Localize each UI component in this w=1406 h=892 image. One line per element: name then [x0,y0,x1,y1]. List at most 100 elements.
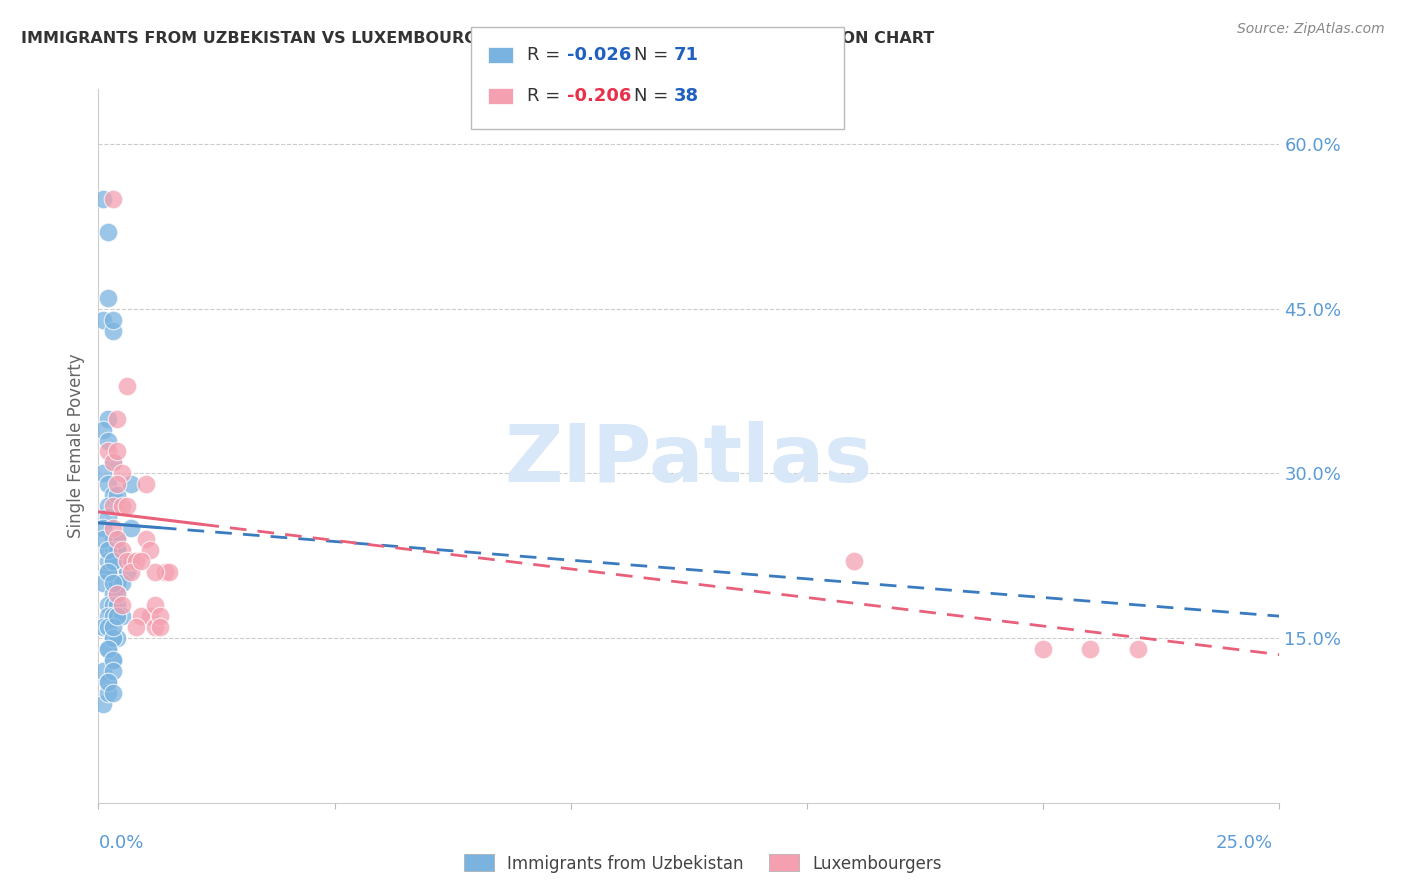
Point [91,192,114,206]
Point [115,566,138,580]
Point [91,521,114,535]
Point [111,467,134,481]
Point [97,675,120,690]
Point [97,620,120,634]
Point [101,664,124,678]
Point [97,291,120,305]
Point [101,686,124,700]
Point [143,566,166,580]
Point [121,521,143,535]
Text: -0.026: -0.026 [567,46,631,64]
Point [105,576,128,591]
Point [105,609,128,624]
Point [97,477,120,491]
Point [121,566,143,580]
Point [111,598,134,612]
Point [97,444,120,458]
Point [105,411,128,425]
Point [105,543,128,558]
Text: IMMIGRANTS FROM UZBEKISTAN VS LUXEMBOURGER SINGLE FEMALE POVERTY CORRELATION CHA: IMMIGRANTS FROM UZBEKISTAN VS LUXEMBOURG… [21,31,935,46]
Point [105,576,128,591]
Point [111,576,134,591]
Point [91,664,114,678]
Point [1080,642,1102,657]
Point [105,587,128,601]
Point [143,620,166,634]
Legend: Immigrants from Uzbekistan, Luxembourgers: Immigrants from Uzbekistan, Luxembourger… [457,847,949,880]
Point [91,697,114,711]
Point [97,500,120,514]
Point [97,642,120,657]
Point [91,467,114,481]
Point [1032,642,1054,657]
Point [105,598,128,612]
Point [125,620,148,634]
Point [101,566,124,580]
Point [157,566,180,580]
Point [101,533,124,547]
Text: Source: ZipAtlas.com: Source: ZipAtlas.com [1237,22,1385,37]
Point [153,566,176,580]
Point [97,411,120,425]
Text: 71: 71 [673,46,699,64]
Point [101,620,124,634]
Point [97,675,120,690]
Point [115,378,138,392]
Point [129,554,152,568]
Point [105,609,128,624]
Text: 25.0%: 25.0% [1215,834,1272,852]
Point [101,455,124,469]
Point [125,554,148,568]
Text: N =: N = [634,87,673,105]
Point [101,324,124,338]
Point [111,554,134,568]
Point [91,312,114,326]
Point [97,554,120,568]
Point [97,543,120,558]
Point [111,500,134,514]
Point [139,609,162,624]
Point [97,566,120,580]
Point [97,510,120,524]
Point [101,598,124,612]
Point [101,653,124,667]
Point [101,543,124,558]
Point [97,609,120,624]
Point [121,554,143,568]
Point [121,477,143,491]
Point [101,631,124,645]
Point [149,620,172,634]
Point [111,543,134,558]
Point [91,533,114,547]
Point [91,576,114,591]
Point [105,543,128,558]
Point [1126,642,1149,657]
Point [105,477,128,491]
Point [91,620,114,634]
Point [115,554,138,568]
Point [135,533,157,547]
Point [97,566,120,580]
Point [105,533,128,547]
Point [101,455,124,469]
Point [101,653,124,667]
Point [101,609,124,624]
Point [129,609,152,624]
Point [101,500,124,514]
Point [101,554,124,568]
Point [111,554,134,568]
Text: R =: R = [527,87,567,105]
Point [149,609,172,624]
Point [101,576,124,591]
Point [111,609,134,624]
Text: R =: R = [527,46,567,64]
Point [143,598,166,612]
Point [97,686,120,700]
Point [105,533,128,547]
Point [101,631,124,645]
Point [101,521,124,535]
Point [97,225,120,239]
Text: ZIPatlas: ZIPatlas [505,421,873,500]
Point [135,477,157,491]
Point [105,587,128,601]
